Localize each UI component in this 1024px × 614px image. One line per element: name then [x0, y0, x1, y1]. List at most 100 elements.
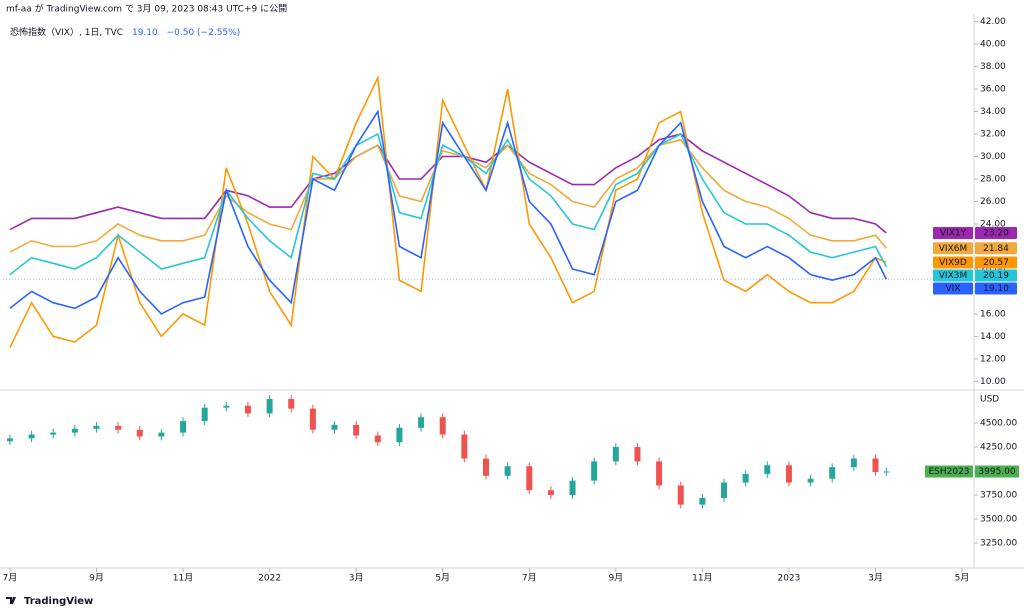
x-tick-label: 7月: [3, 573, 18, 584]
publisher: mf-aa が TradingView.com で 3月 09, 2023 08…: [6, 3, 287, 15]
last-value-label: 20.57: [983, 258, 1009, 268]
last-value-label: 19.10: [983, 284, 1009, 294]
last-value-label: 21.84: [983, 244, 1009, 254]
candle-body: [807, 478, 814, 483]
candle-body: [677, 485, 684, 505]
y-tick-label: 3500.00: [980, 515, 1017, 525]
last-value-label: 3995.00: [978, 467, 1015, 477]
last-value-box: [975, 242, 1017, 255]
series-line: [9, 74, 887, 349]
series-name: VIX: [946, 284, 961, 294]
candle-body: [50, 432, 57, 435]
series-name-box: [933, 242, 973, 255]
y-tick-label: 4250.00: [980, 443, 1017, 453]
candle-body: [201, 407, 208, 422]
candle-body: [418, 417, 425, 428]
last-value-box: [975, 269, 1017, 282]
series-line: [9, 132, 888, 276]
y-tick-label: 12.00: [980, 354, 1006, 364]
y-tick-label: 34.00: [980, 107, 1006, 117]
x-tick-label: 5月: [435, 573, 450, 584]
y-tick-label: 36.00: [980, 85, 1006, 95]
y-tick-label: 42.00: [980, 17, 1006, 27]
candle-body: [591, 461, 598, 481]
x-tick-label: 9月: [89, 573, 104, 584]
symbol-name: ESH2023: [928, 467, 969, 477]
symbol-box: [925, 465, 973, 478]
candle-body: [439, 417, 446, 435]
brand: TradingView: [24, 596, 93, 607]
candle-body: [244, 405, 251, 414]
series-name: VIX6M: [939, 244, 967, 254]
series-name-box: [933, 282, 973, 295]
y-tick-label: 4500.00: [980, 419, 1017, 429]
series-name-box: [933, 256, 973, 269]
candle-body: [569, 480, 576, 496]
candle-body: [353, 424, 360, 436]
candle-body: [266, 399, 273, 414]
candle-body: [872, 458, 879, 472]
candle-body: [396, 427, 403, 443]
candle-body: [28, 434, 35, 439]
y-tick-label: 40.00: [980, 40, 1006, 50]
series-line: [9, 138, 887, 253]
last-value-box: [975, 282, 1017, 295]
y-tick-label: 20.00: [980, 264, 1006, 274]
y-tick-label: 10.00: [980, 377, 1006, 387]
series-line: [9, 109, 888, 315]
x-tick-label: 5月: [955, 573, 970, 584]
candle-body: [93, 425, 100, 429]
series-name: VIX1Y: [940, 228, 967, 238]
legend-value: 19.10: [132, 28, 158, 38]
candle-body: [699, 497, 706, 505]
logo: [6, 597, 16, 604]
candle-body: [829, 467, 836, 479]
legend-title: 恐怖指数（VIX）, 1日, TVC: [10, 26, 123, 38]
candle-body: [764, 465, 771, 474]
last-value-label: 23.20: [983, 228, 1009, 238]
candle-body: [288, 399, 295, 409]
candle-body: [71, 428, 78, 433]
y-tick-label: 26.00: [980, 197, 1006, 207]
series-name-box: [933, 269, 973, 282]
candle-body: [526, 466, 533, 491]
x-tick-label: 3月: [349, 573, 364, 584]
series-line: [9, 133, 887, 234]
legend: 恐怖指数（VIX）, 1日, TVC 19.10 −0.50 (−2.55%): [10, 26, 240, 38]
candle-body: [656, 461, 663, 486]
y-tick-label: 30.00: [980, 152, 1006, 162]
candle-body: [136, 429, 143, 437]
y-tick-label: 3250.00: [980, 539, 1017, 549]
x-tick-label: 3月: [868, 573, 883, 584]
last-value-box: [975, 256, 1017, 269]
candle-body: [115, 425, 122, 430]
candle-body: [180, 421, 187, 433]
x-tick-label: 11月: [173, 573, 193, 584]
last-value-label: 20.19: [983, 271, 1009, 281]
candle-body: [6, 438, 13, 442]
candle-body: [461, 434, 468, 459]
candle-body: [634, 447, 641, 462]
candle-body: [331, 424, 338, 430]
y-tick-label: 24.00: [980, 219, 1006, 229]
y-tick-label: 14.00: [980, 332, 1006, 342]
footer: TradingView: [6, 596, 93, 607]
candle-body: [158, 432, 165, 437]
candle-body: [721, 482, 728, 498]
candle-body: [742, 473, 749, 483]
y-tick-label: 32.00: [980, 130, 1006, 140]
candle-body: [223, 405, 230, 408]
last-value-box: [975, 465, 1019, 478]
candle-body: [850, 458, 857, 468]
x-tick-label: 2023: [777, 574, 800, 584]
candle-body: [504, 466, 511, 476]
last-value-box: [975, 226, 1017, 239]
candle-body: [309, 408, 316, 430]
series-name: VIX3M: [939, 271, 967, 281]
candle-body: [374, 435, 381, 443]
y-tick-label: 28.00: [980, 175, 1006, 185]
candle-body: [785, 465, 792, 483]
x-tick-label: 11月: [692, 573, 712, 584]
